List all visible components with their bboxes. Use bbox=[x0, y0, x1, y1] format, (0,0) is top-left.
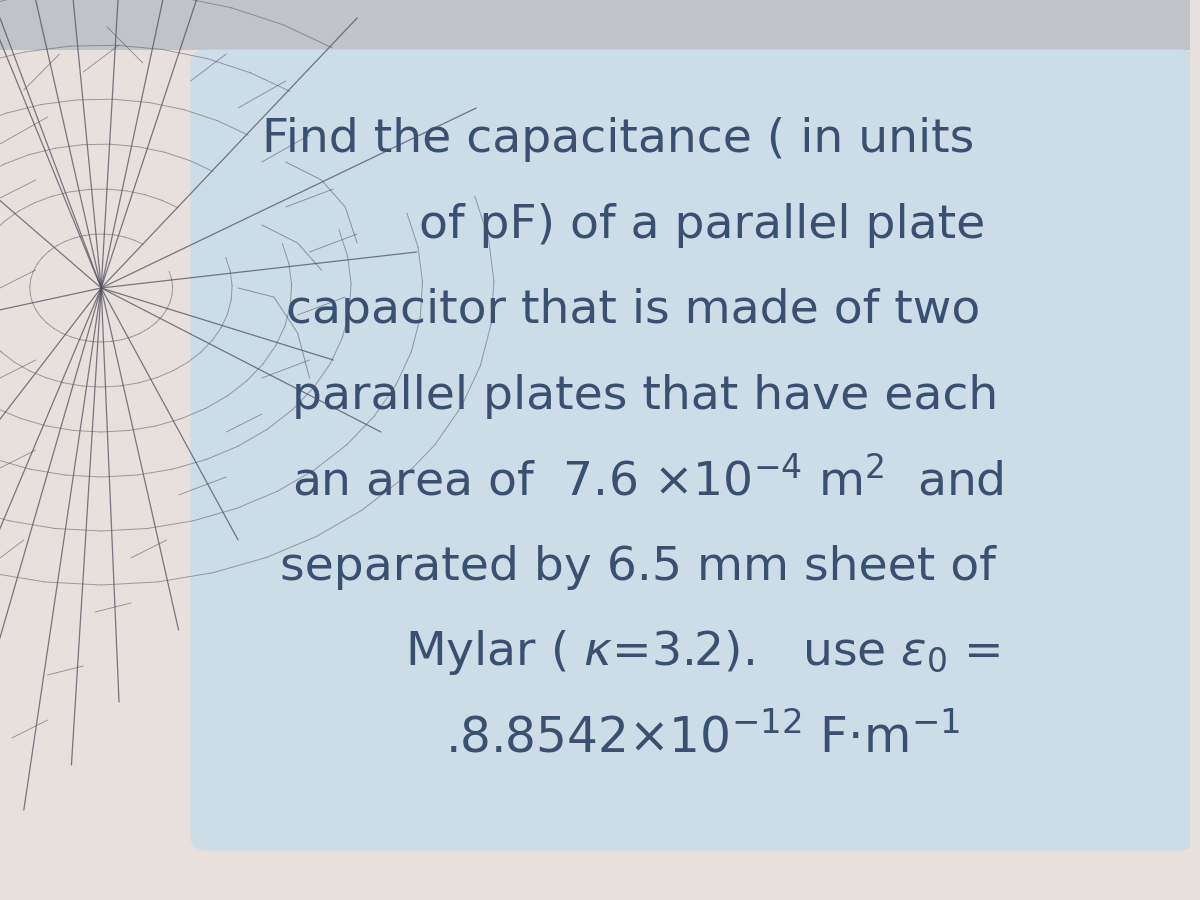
Text: .8.8542$\times$10$^{-12}$ F$\cdot$m$^{-1}$: .8.8542$\times$10$^{-12}$ F$\cdot$m$^{-1… bbox=[445, 714, 960, 762]
Text: Mylar ( $\kappa$=3.2).   use $\varepsilon_0$ =: Mylar ( $\kappa$=3.2). use $\varepsilon_… bbox=[404, 628, 1000, 677]
Bar bbox=[0, 0, 1190, 50]
Text: of pF) of a parallel plate: of pF) of a parallel plate bbox=[419, 202, 985, 248]
Text: separated by 6.5 mm sheet of: separated by 6.5 mm sheet of bbox=[280, 544, 996, 590]
Text: parallel plates that have each: parallel plates that have each bbox=[292, 374, 998, 419]
FancyBboxPatch shape bbox=[191, 50, 1196, 850]
Text: an area of  7.6 $\times$10$^{-4}$ m$^{2}$  and: an area of 7.6 $\times$10$^{-4}$ m$^{2}$… bbox=[292, 458, 1003, 505]
Text: Find the capacitance ( in units: Find the capacitance ( in units bbox=[262, 117, 974, 162]
Text: capacitor that is made of two: capacitor that is made of two bbox=[286, 288, 980, 333]
